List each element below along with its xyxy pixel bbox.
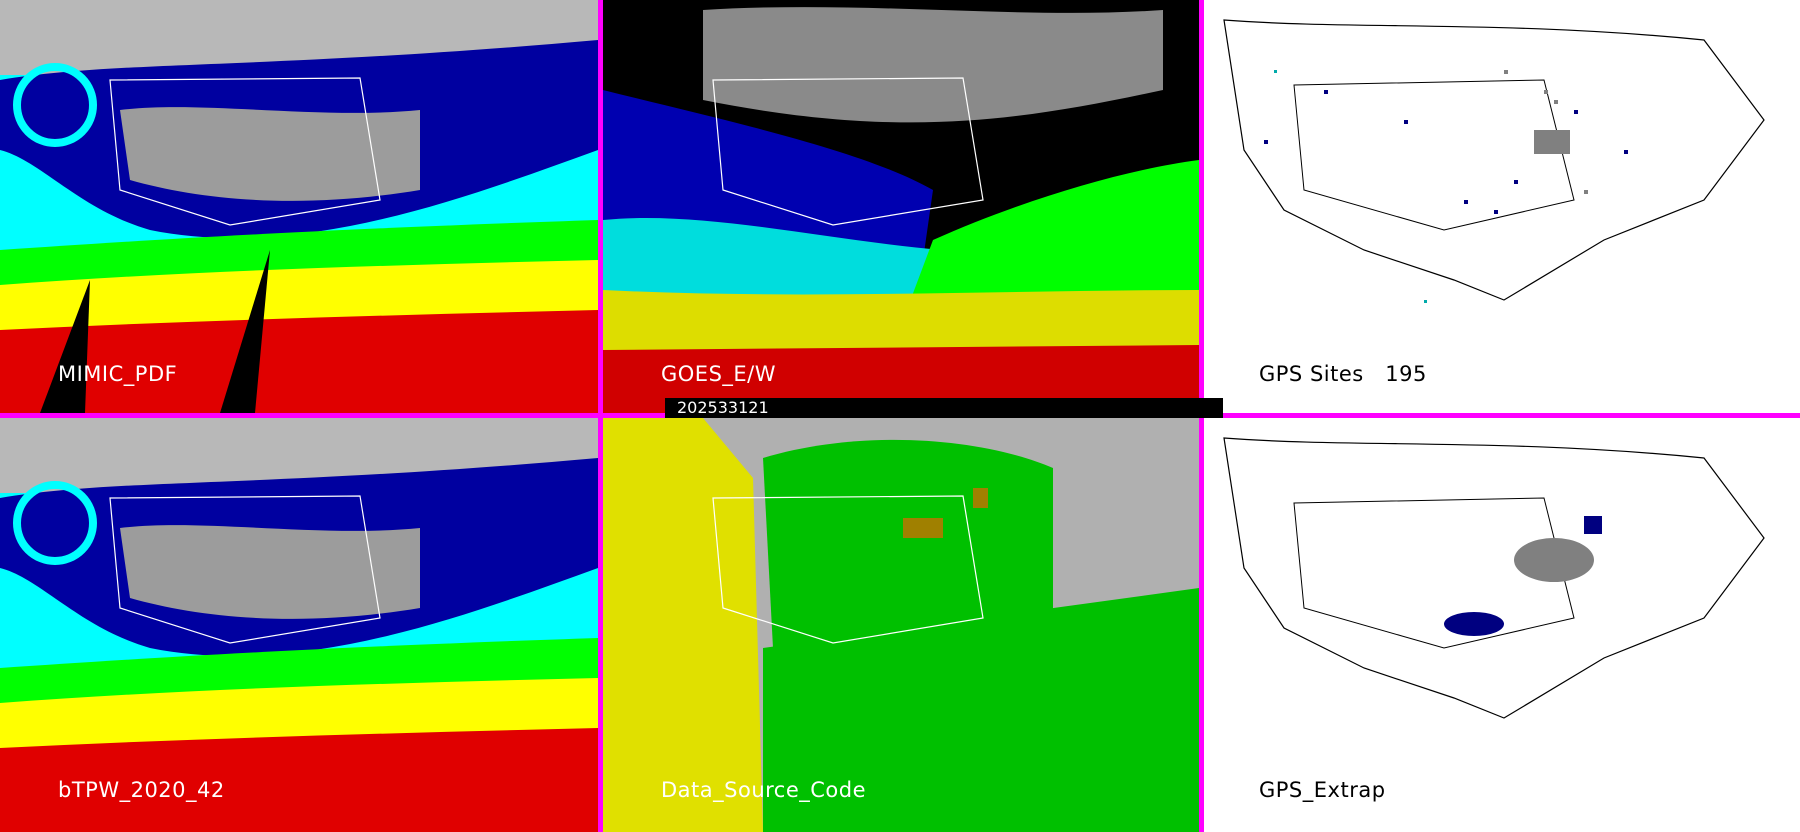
data-source-code-map [603,418,1199,832]
mimic-pdf-map [0,0,598,413]
panel-label-gps-extrap: GPS_Extrap [1259,778,1386,802]
panel-label-data-source-code: Data_Source_Code [661,778,867,802]
gps-sites-count: 195 [1385,362,1427,386]
timestamp: 202533121 [677,398,769,417]
goes-ew-panel: GOES_E/W [603,0,1199,413]
gps-sites-panel: GPS Sites 195 [1204,0,1800,413]
gps-sites-label: GPS Sites [1259,362,1364,386]
timestamp-bar: 202533121 [665,398,1223,418]
gps-extrap-panel: GPS_Extrap [1204,418,1800,832]
panel-label-gps-sites: GPS Sites 195 [1259,362,1427,386]
data-source-code-panel: Data_Source_Code [603,418,1199,832]
btpw-map [0,418,598,832]
gps-extrap-map [1204,418,1800,832]
panel-label-goes-ew: GOES_E/W [661,362,777,386]
mimic-pdf-panel: MIMIC_PDF [0,0,598,413]
btpw-panel: bTPW_2020_42 [0,418,598,832]
goes-ew-map [603,0,1199,413]
panel-label-btpw: bTPW_2020_42 [58,778,225,802]
gps-sites-map [1204,0,1800,413]
panel-label-mimic-pdf: MIMIC_PDF [58,362,178,386]
